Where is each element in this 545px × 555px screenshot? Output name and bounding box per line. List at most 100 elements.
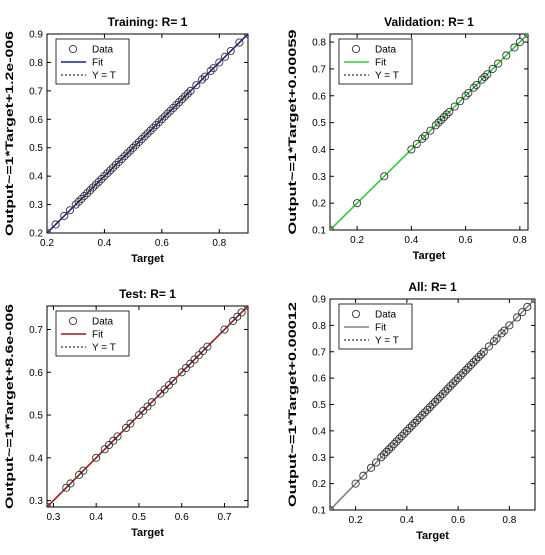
data-point bbox=[97, 174, 106, 184]
data-point bbox=[472, 355, 481, 364]
data-point bbox=[433, 395, 442, 404]
data-point bbox=[418, 134, 427, 143]
plot-data bbox=[47, 306, 248, 507]
data-point bbox=[436, 392, 445, 401]
data-point bbox=[413, 416, 422, 425]
y-tick-label: 0.6 bbox=[312, 91, 326, 102]
data-point bbox=[489, 337, 499, 346]
data-point bbox=[104, 440, 114, 450]
data-point bbox=[492, 334, 501, 343]
data-point bbox=[66, 479, 75, 488]
data-point bbox=[143, 402, 152, 411]
data-point bbox=[190, 355, 199, 364]
x-tick-label: 0.3 bbox=[46, 512, 60, 523]
legend-box bbox=[55, 38, 130, 85]
data-point bbox=[431, 121, 440, 130]
y-tick-label: 0.1 bbox=[312, 506, 326, 517]
data-point bbox=[120, 152, 129, 161]
data-point bbox=[80, 191, 89, 201]
chart-title: Training: R= 1 bbox=[108, 15, 188, 29]
data-point bbox=[220, 52, 230, 61]
data-point bbox=[62, 483, 71, 492]
data-point bbox=[86, 186, 95, 195]
data-point bbox=[94, 177, 103, 186]
data-point bbox=[75, 470, 84, 479]
data-point bbox=[431, 397, 440, 406]
data-point bbox=[330, 225, 335, 230]
plot-data bbox=[330, 299, 535, 510]
data-point bbox=[484, 342, 493, 351]
data-point bbox=[407, 421, 417, 430]
y-tick-label: 0.6 bbox=[312, 374, 326, 385]
data-point bbox=[425, 403, 434, 412]
data-point bbox=[505, 321, 514, 330]
data-point bbox=[117, 155, 126, 164]
data-point bbox=[199, 346, 208, 355]
data-point bbox=[131, 140, 141, 149]
y-tick-label: 0.9 bbox=[312, 295, 326, 306]
data-point bbox=[469, 358, 478, 367]
data-point bbox=[220, 325, 229, 334]
data-point bbox=[437, 115, 446, 124]
data-point bbox=[60, 211, 69, 220]
legend-label-fit: Fit bbox=[92, 330, 103, 341]
data-point bbox=[51, 220, 60, 229]
data-point bbox=[390, 440, 399, 449]
data-point bbox=[461, 91, 470, 100]
data-point bbox=[146, 126, 155, 135]
y-tick-label: 0.3 bbox=[312, 172, 326, 183]
data-point bbox=[420, 131, 429, 141]
y-tick-label: 0.7 bbox=[29, 325, 43, 336]
data-point bbox=[92, 453, 101, 462]
data-point bbox=[156, 389, 165, 398]
plot-data bbox=[330, 34, 528, 230]
data-point bbox=[402, 426, 411, 435]
y-tick-label: 0.2 bbox=[312, 199, 326, 210]
chart-panel-4: All: R= 1 0.2 0.4 0.6 0.8 0.1 0.2 0.3 0.4 0.5 0.6 0… bbox=[287, 280, 536, 542]
y-axis-label: Output~=1*Target+0.00059 bbox=[287, 30, 299, 235]
data-point bbox=[140, 132, 149, 141]
legend-label-data: Data bbox=[92, 45, 114, 56]
data-point bbox=[129, 143, 138, 152]
data-point bbox=[160, 112, 169, 121]
data-point bbox=[523, 302, 532, 311]
y-tick-label: 0.6 bbox=[29, 115, 43, 126]
data-point bbox=[139, 406, 148, 415]
data-point bbox=[464, 89, 473, 98]
data-point bbox=[160, 385, 169, 394]
data-point bbox=[377, 453, 386, 462]
data-point bbox=[448, 379, 458, 388]
x-tick-label: 0.6 bbox=[459, 235, 473, 246]
data-point bbox=[194, 351, 203, 360]
chart-panel-2: Validation: R= 1 0.2 0.4 0.6 0.8 0.1 0.2 0.3 0.4… bbox=[287, 15, 529, 262]
data-point bbox=[359, 471, 368, 480]
data-point bbox=[420, 408, 429, 417]
legend-label-fit: Fit bbox=[375, 58, 386, 69]
y-tick-label: 0.4 bbox=[29, 172, 43, 183]
data-point bbox=[372, 458, 381, 467]
data-point bbox=[353, 199, 362, 208]
data-point bbox=[237, 308, 246, 317]
data-point bbox=[123, 149, 132, 158]
data-point bbox=[379, 450, 388, 459]
data-point bbox=[200, 72, 209, 81]
data-point bbox=[479, 347, 488, 356]
data-point bbox=[502, 51, 511, 60]
data-point bbox=[459, 368, 468, 377]
data-point bbox=[181, 363, 191, 373]
data-point bbox=[106, 166, 115, 175]
data-point bbox=[114, 157, 123, 166]
y-axis-label: Output~=1*Target+1.2e-006 bbox=[4, 31, 16, 236]
data-point bbox=[134, 411, 143, 420]
legend-marker-data bbox=[351, 44, 361, 54]
legend-label-identity: Y = T bbox=[375, 336, 399, 347]
data-point bbox=[395, 434, 404, 443]
data-point bbox=[454, 374, 463, 383]
data-point bbox=[47, 502, 52, 507]
y-tick-label: 0.7 bbox=[312, 347, 326, 358]
x-tick-label: 0.2 bbox=[350, 235, 364, 246]
y-tick-label: 0.3 bbox=[29, 200, 43, 211]
chart-panel-3: Test: R= 1 0.3 0.4 0.5 0.6 0.7 0.3 0.4 0.5 0.6 0.7… bbox=[4, 287, 249, 539]
chart-title: Validation: R= 1 bbox=[384, 15, 474, 29]
